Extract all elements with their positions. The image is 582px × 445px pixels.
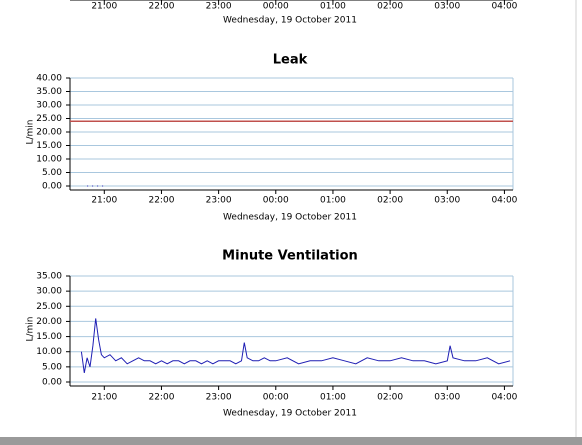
y-tick-label: 25.00: [36, 114, 62, 124]
y-tick-label: 20.00: [36, 128, 62, 138]
x-tick-label: 23:00: [206, 2, 232, 12]
data-line: [80, 318, 511, 373]
x-tick-label: 23:00: [206, 393, 232, 403]
x-tick-label: 01:00: [320, 2, 346, 12]
y-tick-label: 30.00: [36, 287, 62, 297]
y-tick-label: 10.00: [36, 347, 62, 357]
x-tick-label: 23:00: [206, 196, 232, 206]
chart-title: Leak: [273, 53, 308, 68]
x-tick-label: 04:00: [491, 196, 517, 206]
x-tick-label: 00:00: [263, 196, 289, 206]
x-axis-label: Wednesday, 19 October 2011: [223, 213, 357, 223]
x-tick-label: 03:00: [434, 2, 460, 12]
x-tick-label: 03:00: [434, 393, 460, 403]
x-tick-label: 03:00: [434, 196, 460, 206]
x-tick-label: 04:00: [491, 2, 517, 12]
x-axis-label: Wednesday, 19 October 2011: [223, 409, 357, 419]
y-tick-label: 15.00: [36, 141, 62, 151]
y-tick-label: 25.00: [36, 302, 62, 312]
x-axis-label: Wednesday, 19 October 2011: [223, 16, 357, 26]
x-tick-label: 02:00: [377, 2, 403, 12]
y-tick-label: 10.00: [36, 155, 62, 165]
y-tick-label: 40.00: [36, 74, 62, 84]
x-tick-label: 22:00: [148, 2, 174, 12]
y-tick-label: 0.00: [42, 182, 62, 192]
x-tick-label: 00:00: [263, 393, 289, 403]
x-tick-label: 01:00: [320, 393, 346, 403]
x-tick-label: 22:00: [148, 196, 174, 206]
status-bar: [0, 437, 582, 445]
x-tick-label: 21:00: [91, 2, 117, 12]
x-tick-label: 04:00: [491, 393, 517, 403]
y-tick-label: 35.00: [36, 272, 62, 282]
x-tick-label: 02:00: [377, 393, 403, 403]
x-tick-label: 01:00: [320, 196, 346, 206]
x-tick-label: 22:00: [148, 393, 174, 403]
y-tick-label: 35.00: [36, 87, 62, 97]
y-tick-label: 5.00: [42, 168, 62, 178]
y-tick-label: 15.00: [36, 332, 62, 342]
x-tick-label: 00:00: [263, 2, 289, 12]
y-tick-label: 5.00: [42, 362, 62, 372]
y-axis-label: L/min: [26, 119, 36, 144]
x-tick-label: 21:00: [91, 393, 117, 403]
y-tick-label: 0.00: [42, 378, 62, 388]
y-axis-label: L/min: [26, 316, 36, 341]
y-tick-label: 20.00: [36, 317, 62, 327]
chart-title: Minute Ventilation: [222, 249, 358, 264]
x-tick-label: 02:00: [377, 196, 403, 206]
y-tick-label: 30.00: [36, 101, 62, 111]
x-tick-label: 21:00: [91, 196, 117, 206]
